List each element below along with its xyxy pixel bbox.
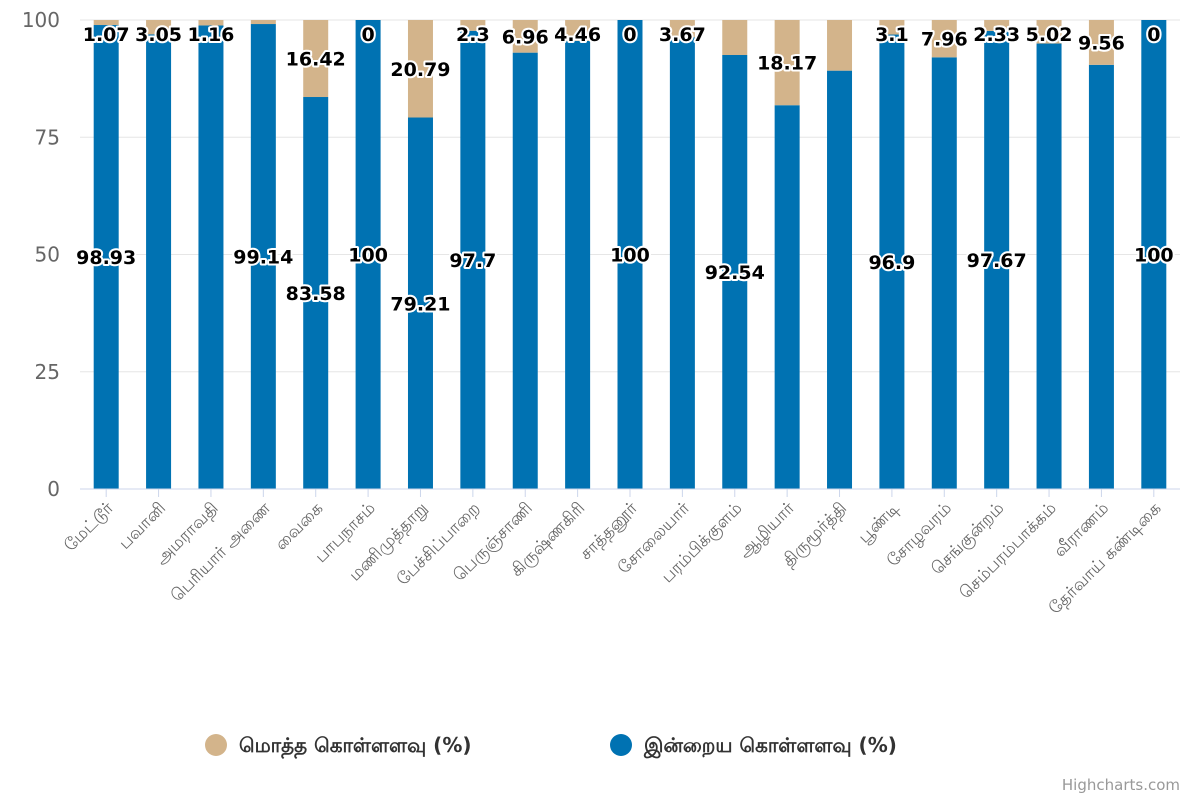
y-axis: 0 25 50 75 100	[22, 8, 60, 501]
bar-current-capacity[interactable]	[1088, 64, 1114, 490]
data-label-total: 3.1	[875, 24, 909, 46]
legend-marker-icon	[205, 734, 227, 756]
x-axis: மேட்டூர்பவானிஅமராவதிபெரியார் அணைவைகைபாபந…	[60, 488, 1180, 619]
x-category-label: பூண்டி	[854, 498, 904, 548]
data-label-total: 2.3	[456, 24, 490, 46]
bar-current-capacity[interactable]	[512, 52, 538, 490]
data-label-current: 92.54	[705, 262, 765, 284]
y-tick-label: 75	[35, 125, 60, 149]
bar-total-capacity[interactable]	[827, 20, 853, 71]
bars	[93, 20, 1167, 490]
bar-current-capacity[interactable]	[669, 37, 695, 489]
data-label-current: 97.7	[449, 250, 496, 272]
bar-current-capacity[interactable]	[355, 20, 381, 489]
y-tick-label: 0	[47, 477, 60, 501]
data-label-total: 4.46	[554, 24, 601, 46]
data-label-total: 5.02	[1026, 24, 1073, 46]
bar-total-capacity[interactable]	[774, 20, 800, 106]
data-label-current: 100	[348, 245, 388, 267]
bar-total-capacity[interactable]	[93, 20, 119, 26]
bar-current-capacity[interactable]	[879, 34, 905, 489]
bar-total-capacity[interactable]	[565, 20, 591, 41]
data-label-current: 98.93	[76, 247, 136, 269]
bar-total-capacity[interactable]	[722, 20, 748, 55]
data-label-total: 1.07	[83, 24, 130, 46]
bar-current-capacity[interactable]	[1036, 43, 1062, 490]
legend-item[interactable]: இன்றைய கொள்ளளவு (%)	[610, 733, 897, 759]
bar-total-capacity[interactable]	[250, 20, 276, 25]
legend-label: இன்றைய கொள்ளளவு (%)	[643, 733, 897, 759]
data-label-current: 79.21	[390, 293, 450, 315]
bar-total-capacity[interactable]	[1036, 20, 1062, 44]
data-label-total: 0	[1147, 24, 1160, 46]
x-category-label: பெரியார் அணை	[167, 498, 275, 606]
bar-current-capacity[interactable]	[617, 20, 643, 489]
bar-current-capacity[interactable]	[250, 24, 276, 490]
x-category-label: மேட்டூர்	[60, 498, 117, 555]
data-label-total: 16.42	[286, 49, 346, 71]
x-category-label: செம்பரம்பாக்கம்	[956, 498, 1061, 603]
bar-total-capacity[interactable]	[669, 20, 695, 38]
data-label-total: 6.96	[502, 26, 549, 48]
credits-link[interactable]: Highcharts.com	[1062, 776, 1180, 794]
bar-current-capacity[interactable]	[146, 34, 172, 489]
legend-marker-icon	[610, 734, 632, 756]
data-label-total: 3.67	[659, 24, 706, 46]
bar-current-capacity[interactable]	[565, 40, 591, 490]
data-label-total: 2.33	[973, 24, 1020, 46]
bar-current-capacity[interactable]	[407, 117, 433, 489]
bar-total-capacity[interactable]	[879, 20, 905, 35]
bar-total-capacity[interactable]	[984, 20, 1010, 31]
data-label-total: 1.16	[188, 24, 235, 46]
legend-item[interactable]: மொத்த கொள்ளளவு (%)	[205, 733, 472, 759]
y-tick-label: 25	[35, 360, 60, 384]
data-label-current: 100	[1134, 245, 1174, 267]
data-label-total: 3.05	[135, 24, 182, 46]
bar-current-capacity[interactable]	[460, 30, 486, 490]
y-tick-label: 50	[35, 243, 60, 267]
y-tick-label: 100	[22, 8, 60, 32]
data-label-current: 83.58	[286, 283, 346, 305]
bar-total-capacity[interactable]	[460, 20, 486, 31]
bar-current-capacity[interactable]	[722, 54, 748, 490]
bar-current-capacity[interactable]	[827, 70, 853, 489]
legend: மொத்த கொள்ளளவு (%) இன்றைய கொள்ளளவு (%)	[205, 733, 897, 759]
data-labels: 98.93 1.07 3.05 1.16 99.14 83.58 16.42 100 0 79.2…	[74, 22, 1176, 317]
bar-current-capacity[interactable]	[1141, 20, 1167, 489]
data-label-total: 20.79	[390, 59, 450, 81]
bar-total-capacity[interactable]	[512, 20, 538, 53]
bar-current-capacity[interactable]	[984, 30, 1010, 489]
data-label-total: 7.96	[921, 29, 968, 51]
bar-current-capacity[interactable]	[303, 97, 329, 489]
bar-total-capacity[interactable]	[198, 20, 224, 26]
data-label-current: 96.9	[868, 252, 915, 274]
data-label-total: 9.56	[1078, 32, 1125, 54]
bar-current-capacity[interactable]	[931, 57, 957, 490]
data-label-total: 0	[623, 24, 636, 46]
data-label-current: 97.67	[967, 250, 1027, 272]
bar-total-capacity[interactable]	[407, 20, 433, 118]
data-label-current: 99.14	[233, 247, 293, 269]
legend-label: மொத்த கொள்ளளவு (%)	[239, 733, 472, 759]
bar-current-capacity[interactable]	[93, 25, 119, 489]
data-label-total: 18.17	[757, 53, 817, 75]
bar-total-capacity[interactable]	[1088, 20, 1114, 65]
bar-total-capacity[interactable]	[303, 20, 329, 98]
bar-current-capacity[interactable]	[198, 25, 224, 489]
bar-current-capacity[interactable]	[774, 105, 800, 490]
bar-total-capacity[interactable]	[931, 20, 957, 58]
bar-total-capacity[interactable]	[146, 20, 172, 35]
data-label-current: 100	[610, 245, 650, 267]
data-label-total: 0	[361, 24, 374, 46]
